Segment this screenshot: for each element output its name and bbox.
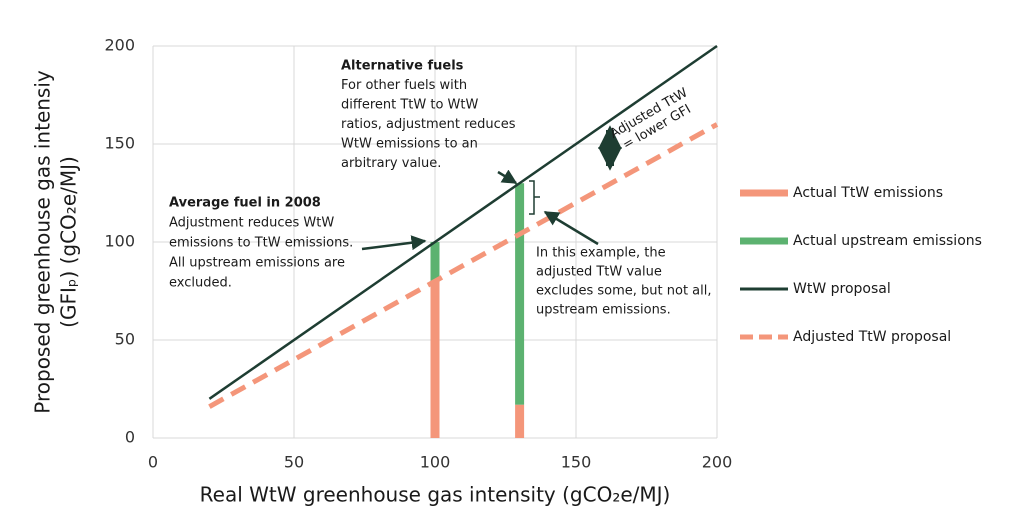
annotation-text: ratios, adjustment reduces	[341, 117, 516, 132]
annotation: Alternative fuels For other fuels with dif…	[341, 59, 516, 172]
annotation-text: adjusted TtW value	[536, 265, 662, 280]
x-tick-label: 200	[702, 453, 733, 472]
y-tick-label: 50	[115, 330, 135, 349]
line	[208, 122, 719, 409]
bar-segment	[515, 183, 525, 405]
annotation-text: different TtW to WtW	[341, 98, 479, 113]
arrow	[361, 235, 427, 251]
grid: 0 50 100 150 200 0 50 100 150 200 Real WtW greenho…	[31, 36, 733, 507]
legend: Actual TtW emissions Actual upstream emis…	[740, 185, 982, 345]
legend-label: Adjusted TtW proposal	[793, 329, 951, 345]
legend-label: Actual TtW emissions	[793, 185, 943, 201]
annotation-text: emissions to TtW emissions.	[169, 236, 353, 251]
plot	[208, 44, 719, 438]
arrow	[543, 210, 599, 246]
annotation-text: WtW emissions to an	[341, 137, 478, 152]
annotation-title: Average fuel in 2008	[169, 196, 321, 211]
arrow	[497, 169, 518, 185]
annotation-title: Alternative fuels	[341, 59, 464, 74]
bar-segment	[515, 404, 525, 438]
y-tick-label: 0	[125, 428, 135, 447]
x-axis-label: Real WtW greenhouse gas intensity (gCO₂e…	[200, 483, 671, 507]
bracket	[529, 180, 540, 215]
annotation-text: Adjustment reduces WtW	[169, 216, 334, 231]
x-tick-label: 100	[420, 453, 451, 472]
bar-segment	[430, 242, 440, 282]
legend-label: WtW proposal	[793, 281, 891, 297]
x-tick-label: 50	[284, 453, 304, 472]
y-tick-label: 200	[104, 36, 135, 55]
annotation-text: In this example, the	[536, 246, 666, 261]
y-tick-label: 100	[104, 232, 135, 251]
y-axis-label: Proposed greenhouse gas intensiy	[31, 70, 55, 414]
annotation: In this example, the adjusted TtW value ex…	[536, 246, 712, 318]
x-tick-label: 150	[561, 453, 592, 472]
annotation: Average fuel in 2008 Adjustment reduces W…	[169, 196, 353, 291]
bar-segment	[430, 281, 440, 438]
y-tick-label: 150	[104, 134, 135, 153]
legend-label: Actual upstream emissions	[793, 233, 982, 249]
annotation: Adjusted TtW= lower GFI	[608, 85, 694, 153]
annotation-text: All upstream emissions are	[169, 256, 345, 271]
annotation-text: excluded.	[169, 276, 232, 291]
x-tick-label: 0	[148, 453, 158, 472]
y-axis-label: (GFIₚ) (gCO₂e/MJ)	[57, 156, 81, 328]
annotation-text: arbitrary value.	[341, 156, 441, 171]
annotation-text: upstream emissions.	[536, 303, 671, 318]
line	[208, 44, 718, 400]
annotation-text: For other fuels with	[341, 78, 467, 93]
annotation-text: excludes some, but not all,	[536, 284, 712, 299]
